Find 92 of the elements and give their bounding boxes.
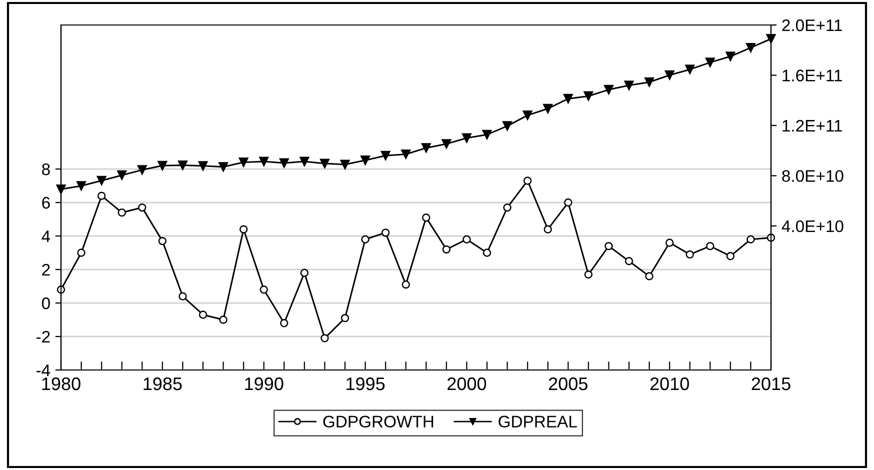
point [746,42,756,53]
point [300,268,309,277]
point [706,242,714,250]
point [502,121,512,131]
point [218,162,228,172]
y-tick-label: 6 [42,196,50,209]
point [442,139,452,149]
point [442,245,451,254]
point [340,160,350,170]
point [422,214,430,222]
y-tick-label: -2 [36,330,50,343]
y2-tick-label: 8.0E+10 [782,170,844,182]
point [76,181,86,191]
y2-tick-label: 4.0E+10 [782,220,844,232]
legend-label: GDPGROWTH [323,416,434,428]
point [300,156,310,166]
x-tick-label: 2000 [448,377,486,390]
point [259,156,269,166]
point [320,334,329,342]
point [360,155,370,166]
x-tick-label: 1985 [144,377,182,390]
point [686,250,694,259]
point [664,70,674,80]
point [482,248,492,257]
x-tick-label: 1995 [346,377,385,390]
point [279,158,289,168]
point [381,228,390,237]
x-tick-label: 1990 [245,377,284,390]
point [462,235,471,244]
point [544,225,552,234]
point [280,319,288,328]
point [178,292,187,300]
point [665,238,674,247]
point [685,64,695,74]
point [158,236,167,246]
point [239,225,248,234]
point [604,84,614,94]
point [482,130,492,140]
y-tick-label: -4 [36,364,50,376]
point [401,149,411,160]
point [563,94,573,104]
point [503,203,512,212]
point [402,280,410,289]
point [380,150,390,160]
point [462,133,472,143]
point [705,58,715,68]
point [522,110,532,120]
x-tick-label: 2010 [650,377,689,390]
point [158,160,168,170]
point [523,176,532,185]
legend-label: GDPREAL [498,416,577,428]
point [624,257,634,266]
point [238,157,248,168]
point [96,176,106,186]
point [138,203,146,212]
point [746,235,755,244]
y2-tick-label: 2.0E+11 [782,19,842,32]
x-tick-label: 2015 [752,377,790,390]
point [320,158,330,168]
point [645,272,654,280]
x-tick-label: 1980 [42,377,80,390]
point [361,235,370,244]
point [726,52,736,62]
point [726,252,735,260]
point [584,91,594,101]
point [564,198,572,207]
point [624,80,634,90]
y2-tick-label: 1.6E+11 [782,70,842,82]
point [137,165,147,175]
point [117,170,127,180]
y-tick-label: 4 [42,230,50,242]
point [118,208,126,217]
point [584,270,593,279]
point [198,161,208,171]
point [340,314,350,322]
point [77,248,86,257]
y2-tick-label: 1.2E+11 [782,120,842,132]
point [543,104,553,114]
point [604,242,613,250]
point [219,316,228,324]
point [97,192,106,200]
x-tick-label: 2005 [548,377,588,390]
y-tick-label: 2 [42,264,50,276]
point [421,143,431,153]
point [198,310,208,319]
point [644,77,654,87]
point [260,286,268,294]
point [56,184,66,194]
point [766,34,776,44]
y-tick-label: 8 [42,163,50,176]
y-tick-label: 0 [42,297,50,310]
point [178,160,188,170]
